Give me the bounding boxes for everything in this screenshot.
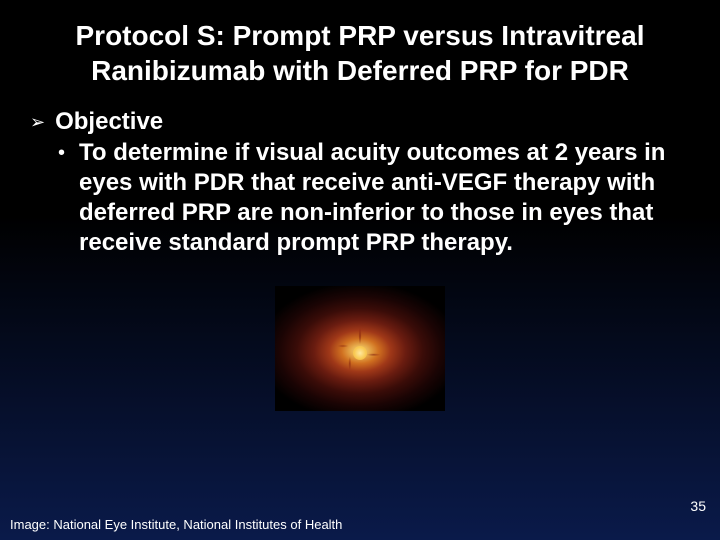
- objective-label: Objective: [55, 108, 163, 136]
- slide-title: Protocol S: Prompt PRP versus Intravitre…: [0, 0, 720, 98]
- content-area: ➢ Objective • To determine if visual acu…: [0, 98, 720, 258]
- arrow-bullet-icon: ➢: [30, 112, 45, 133]
- objective-row: ➢ Objective: [30, 108, 680, 136]
- objective-text: To determine if visual acuity outcomes a…: [79, 138, 680, 258]
- dot-bullet-icon: •: [58, 142, 65, 165]
- retinal-fundus-image: [275, 286, 445, 411]
- image-credit: Image: National Eye Institute, National …: [10, 517, 342, 532]
- image-container: [0, 286, 720, 411]
- objective-subrow: • To determine if visual acuity outcomes…: [58, 138, 680, 258]
- slide-number: 35: [690, 498, 706, 514]
